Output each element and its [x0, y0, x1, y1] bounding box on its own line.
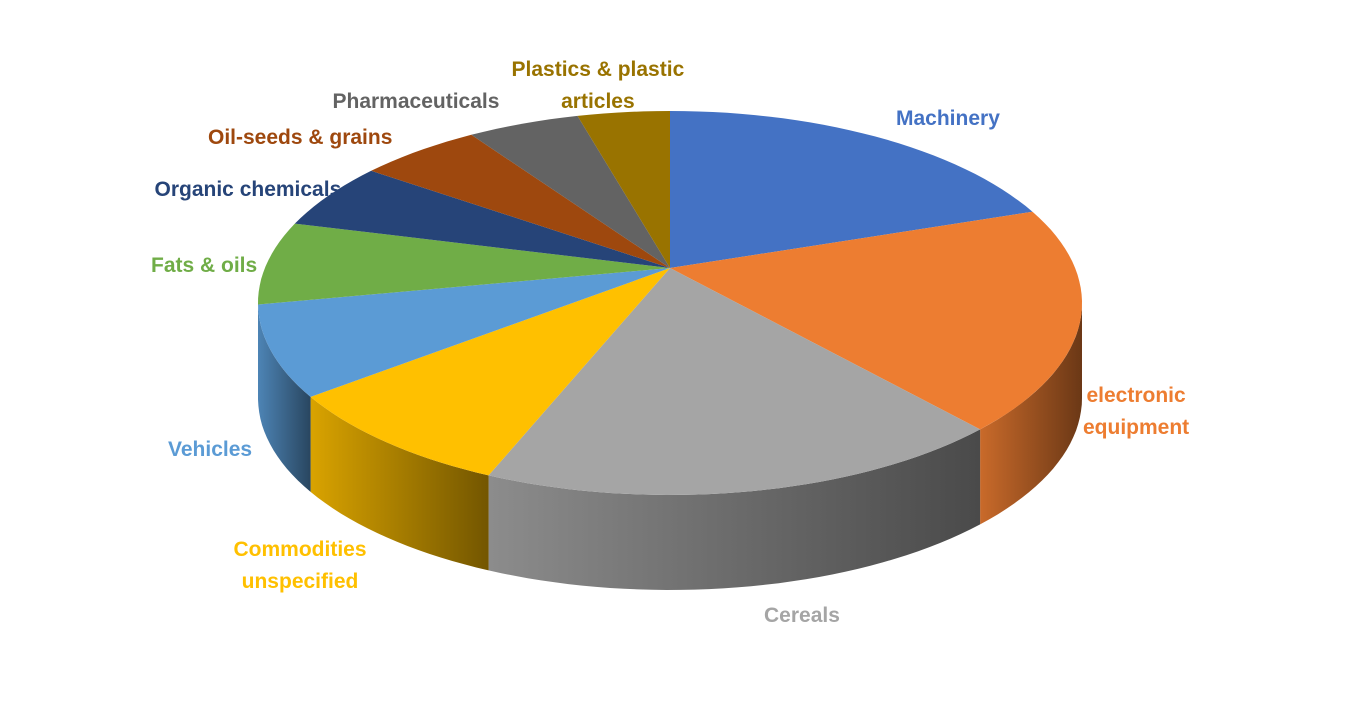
slice-label-line: equipment	[1083, 416, 1190, 439]
slice-label: Fats & oils	[151, 250, 257, 282]
slice-label-line: Pharmaceuticals	[332, 90, 500, 113]
slice-label: Cereals	[764, 600, 840, 632]
slice-wall-electronic-equipment	[980, 303, 1082, 525]
slice-label: Organic chemicals	[155, 174, 342, 206]
slice-pharmaceuticals	[471, 115, 670, 269]
slice-label: Commodities unspecified	[234, 534, 367, 598]
slice-organic-chemicals	[294, 170, 670, 268]
slice-machinery	[670, 111, 1033, 268]
slice-label: electronic equipment	[1083, 380, 1189, 444]
slice-label-line: Plastics & plastic	[511, 58, 685, 81]
slice-electronic-equipment	[670, 211, 1082, 430]
slice-label-line: electronic	[1086, 384, 1186, 407]
slice-label-line: articles	[561, 90, 635, 113]
slice-commodities-unspecified	[310, 268, 670, 476]
slice-label: Machinery	[896, 103, 1000, 135]
slice-label-line: Fats & oils	[151, 254, 258, 277]
slice-fats-oils	[258, 223, 670, 305]
slice-label-line: Oil-seeds & grains	[208, 126, 393, 149]
slice-wall-cereals	[488, 429, 981, 590]
slice-label: Plastics & plastic articles	[512, 54, 685, 118]
slice-oil-seeds-grains	[371, 134, 670, 268]
slice-label: Vehicles	[168, 434, 252, 466]
slice-label-line: unspecified	[241, 570, 359, 593]
slice-label-line: Machinery	[896, 107, 1000, 130]
slice-label-line: Vehicles	[168, 438, 253, 461]
slice-plastics-plastic-articles	[577, 111, 670, 268]
slice-label-line: Cereals	[764, 604, 840, 627]
slice-wall-vehicles	[258, 304, 311, 492]
slice-vehicles	[258, 268, 670, 397]
slice-wall-commodities-unspecified	[310, 396, 489, 571]
slice-label-line: Commodities	[233, 538, 367, 561]
slice-label: Pharmaceuticals	[333, 86, 500, 118]
slice-label-line: Organic chemicals	[154, 178, 342, 201]
slice-label: Oil-seeds & grains	[208, 122, 392, 154]
slice-cereals	[488, 268, 981, 495]
